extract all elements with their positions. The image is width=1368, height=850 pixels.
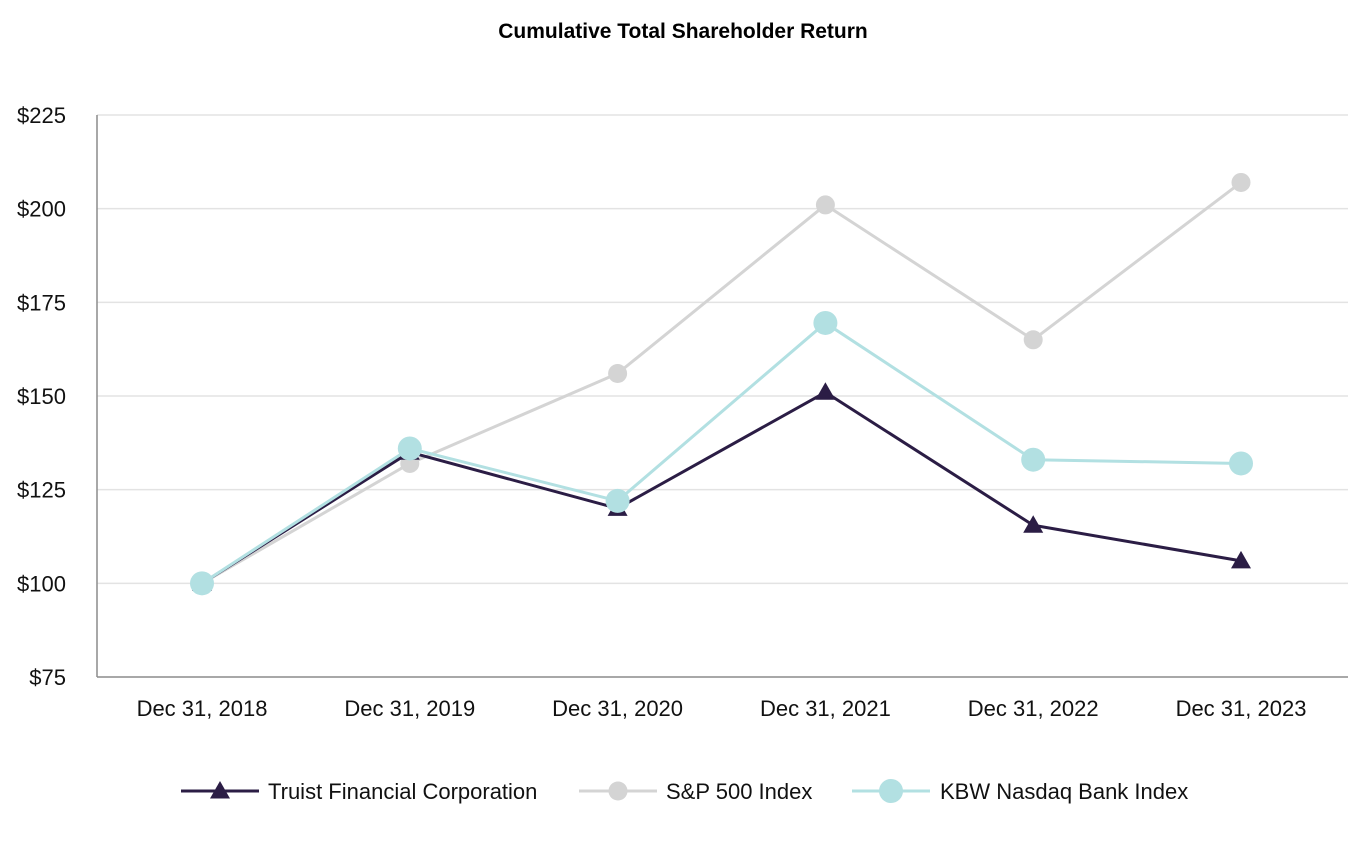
- y-tick-label: $200: [17, 197, 66, 222]
- y-tick-label: $100: [17, 571, 66, 596]
- circle-marker: [608, 364, 628, 384]
- legend-label: S&P 500 Index: [666, 779, 812, 804]
- y-tick-label: $125: [17, 478, 66, 503]
- circle-marker: [1229, 451, 1253, 476]
- legend-item: KBW Nasdaq Bank Index: [852, 779, 1188, 804]
- triangle-marker: [1231, 550, 1251, 569]
- circle-marker: [1021, 447, 1046, 472]
- series-s-p-500-index: [192, 172, 1251, 593]
- x-tick-label: Dec 31, 2018: [137, 696, 268, 721]
- x-tick-label: Dec 31, 2023: [1176, 696, 1307, 721]
- y-tick-label: $175: [17, 290, 66, 315]
- legend-item: Truist Financial Corporation: [181, 779, 537, 804]
- circle-marker: [190, 571, 214, 596]
- x-tick-label: Dec 31, 2019: [344, 696, 475, 721]
- legend-label: Truist Financial Corporation: [268, 779, 537, 804]
- triangle-marker: [1023, 515, 1044, 533]
- circle-marker: [815, 195, 835, 215]
- series-line: [201, 321, 1242, 585]
- circle-marker: [1231, 172, 1251, 192]
- axes: [96, 115, 1348, 678]
- y-tick-label: $225: [17, 103, 66, 128]
- series-kbw-nasdaq-bank-index: [190, 310, 1253, 596]
- x-axis-tick-labels: Dec 31, 2018 Dec 31, 2019 Dec 31, 2020 Dec …: [137, 696, 1307, 721]
- x-tick-label: Dec 31, 2022: [968, 696, 1099, 721]
- circle-marker: [1023, 330, 1043, 350]
- circle-marker: [879, 779, 903, 803]
- circle-marker: [397, 436, 422, 461]
- triangle-marker: [210, 781, 230, 799]
- series-line: [201, 390, 1242, 585]
- legend-item: S&P 500 Index: [579, 779, 812, 804]
- x-tick-label: Dec 31, 2020: [552, 696, 683, 721]
- gridlines: [97, 114, 1348, 585]
- circle-marker: [813, 310, 838, 335]
- y-axis-tick-labels: $75 $100 $125 $150 $175 $200 $225: [17, 103, 66, 690]
- chart-title: Cumulative Total Shareholder Return: [498, 20, 868, 43]
- legend: Truist Financial Corporation S&P 500 Inde…: [181, 779, 1188, 804]
- series-line: [201, 181, 1242, 585]
- y-tick-label: $150: [17, 384, 66, 409]
- x-tick-label: Dec 31, 2021: [760, 696, 891, 721]
- triangle-marker: [815, 382, 836, 400]
- circle-marker: [605, 488, 630, 513]
- circle-marker: [608, 781, 628, 801]
- y-tick-label: $75: [29, 665, 66, 690]
- series-group: [190, 172, 1253, 596]
- legend-label: KBW Nasdaq Bank Index: [940, 779, 1188, 804]
